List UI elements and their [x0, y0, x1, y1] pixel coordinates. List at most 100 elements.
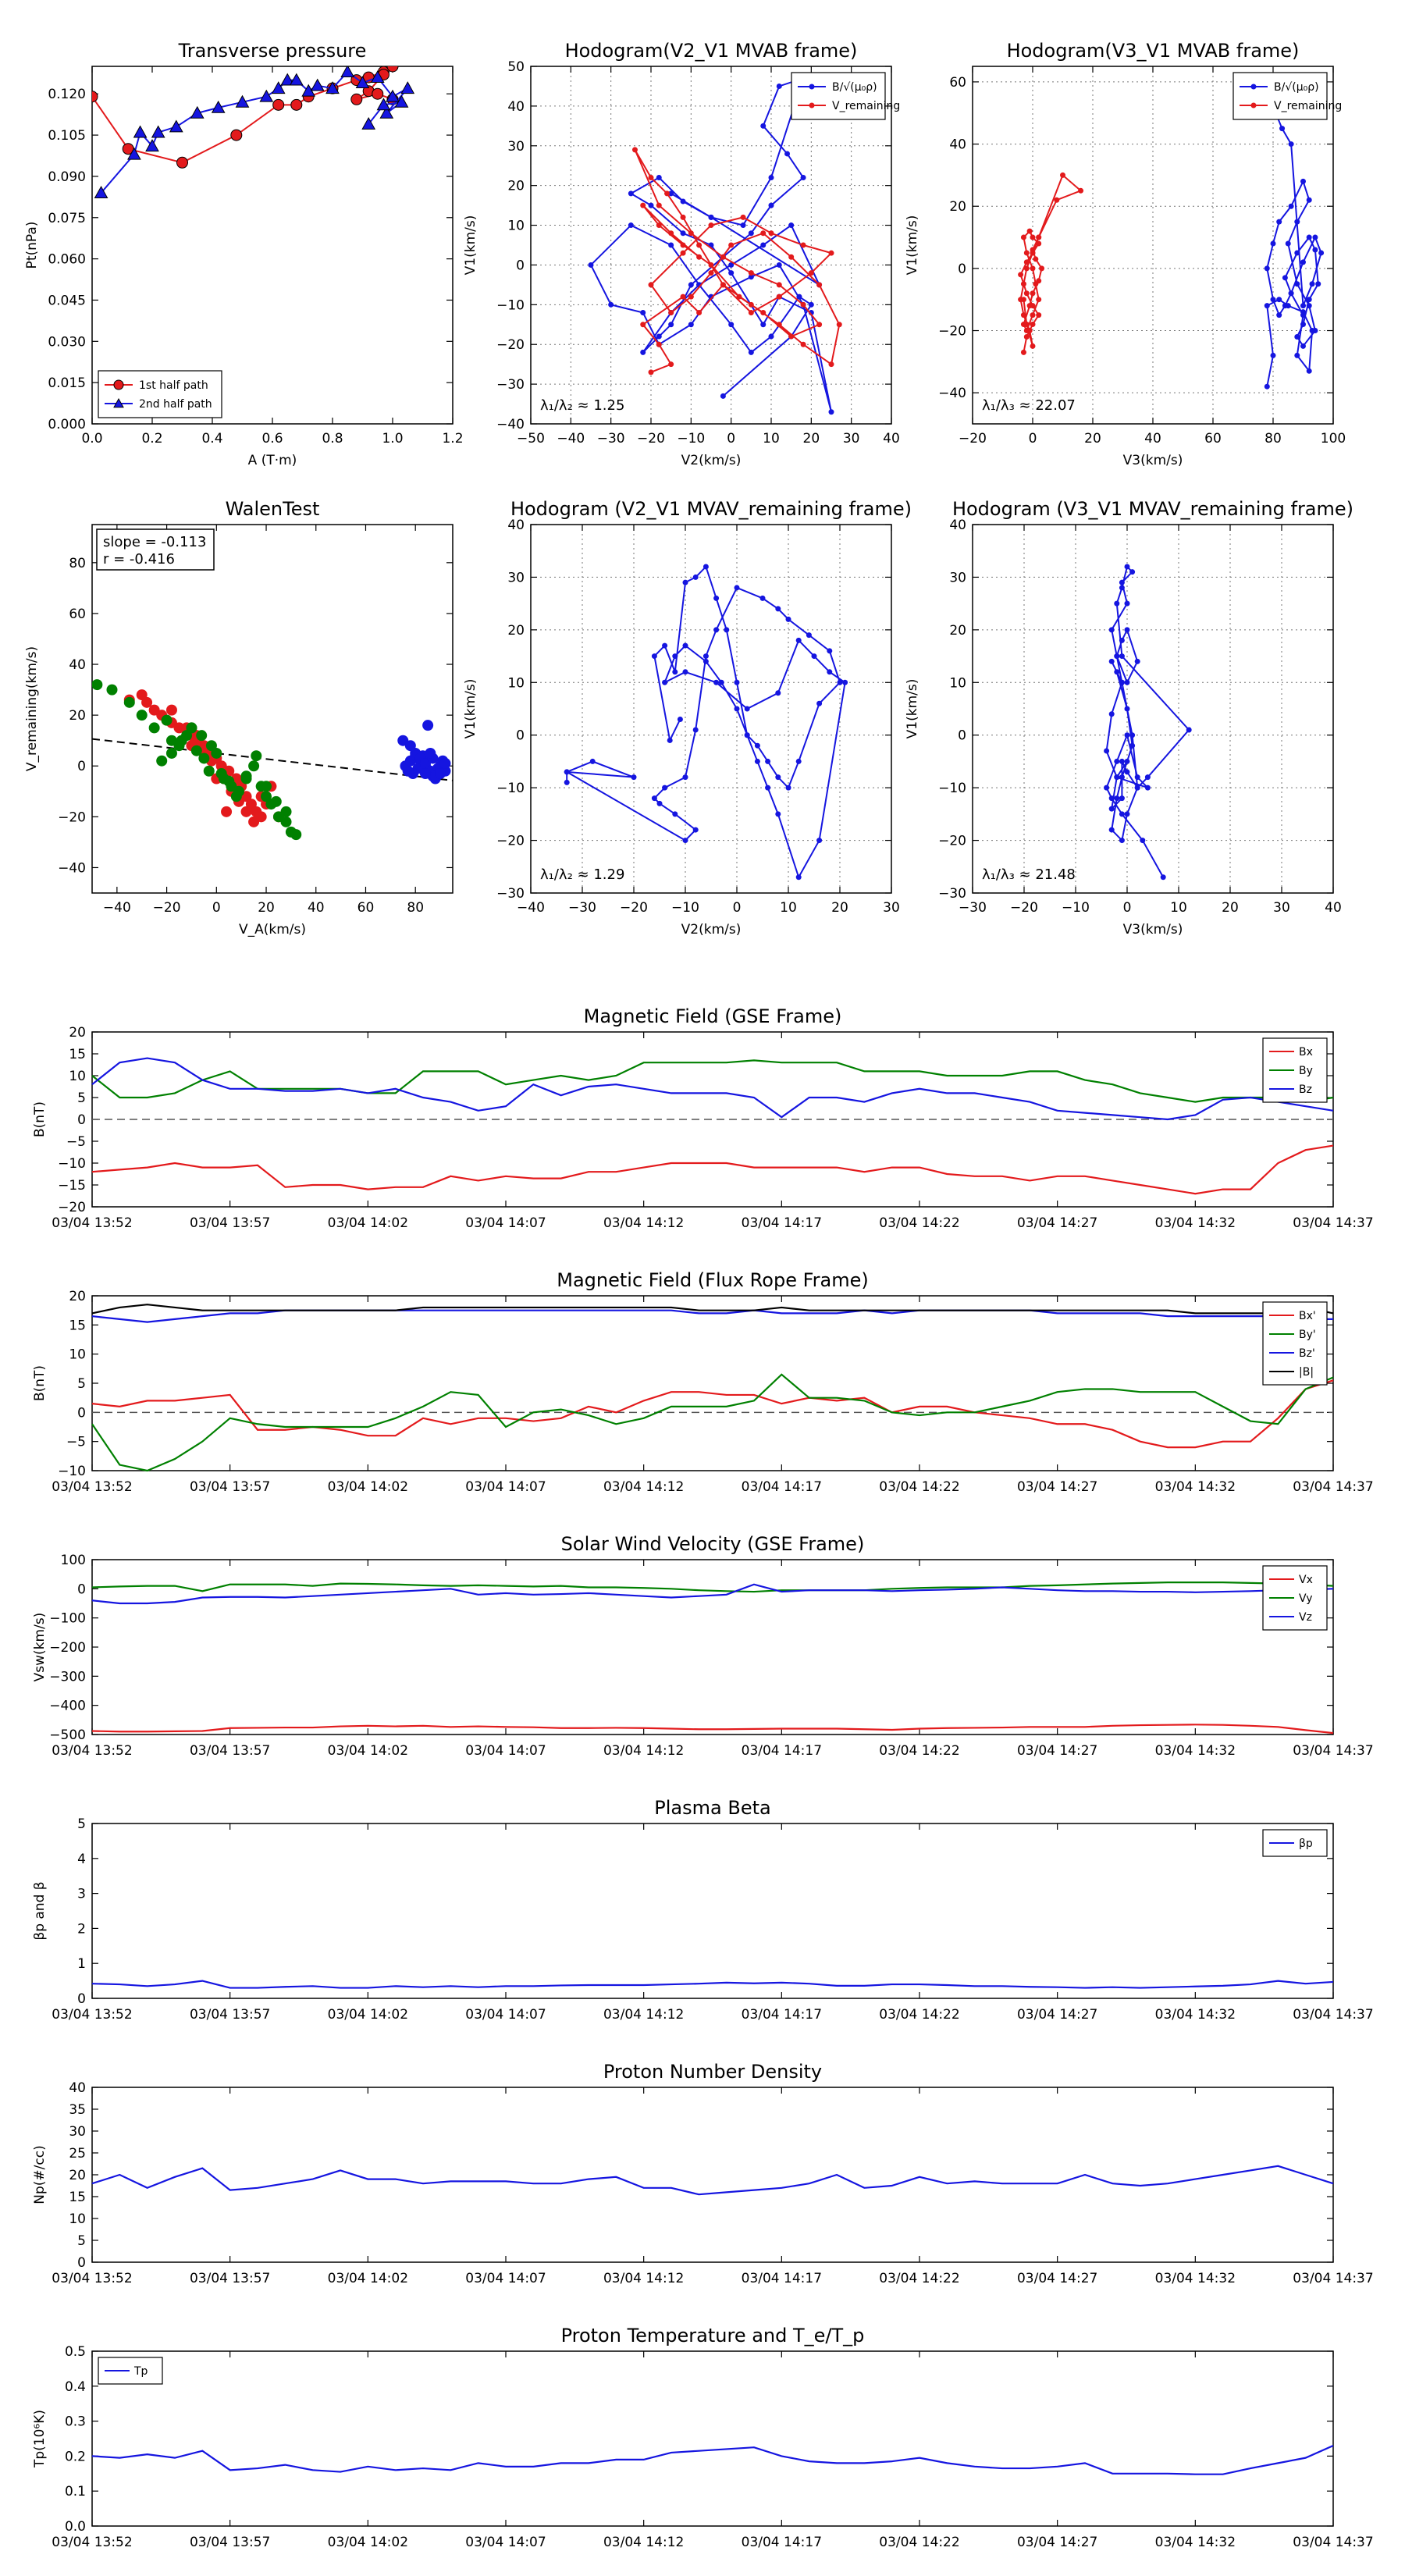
data-point — [788, 222, 795, 229]
data-point — [156, 755, 168, 767]
axes-frame — [530, 66, 892, 425]
legend-box — [98, 370, 222, 418]
data-point — [240, 770, 252, 782]
y-tick-label: 2 — [77, 1921, 86, 1937]
data-point — [748, 301, 754, 308]
chart-title: WalenTest — [226, 498, 320, 520]
y-tick-label: 40 — [69, 657, 86, 673]
data-point — [1119, 774, 1125, 781]
y-tick-label: 10 — [69, 2211, 86, 2227]
chart-title: Hodogram (V3_V1 MVAV_remaining frame) — [952, 498, 1353, 520]
data-point — [1282, 275, 1288, 281]
data-point — [692, 574, 699, 580]
x-tick-label: 03/04 14:17 — [742, 2535, 822, 2550]
x-tick-label: 03/04 14:12 — [603, 1215, 684, 1231]
data-point — [702, 658, 709, 664]
y-tick-label: 20 — [507, 623, 525, 639]
data-point — [165, 704, 177, 716]
data-point — [1060, 172, 1065, 178]
data-point — [754, 742, 760, 749]
annotation-text: λ₁/λ₃ ≈ 22.07 — [982, 397, 1076, 414]
y-tick-label: 0 — [77, 1405, 86, 1421]
y-tick-label: −10 — [496, 781, 525, 796]
data-point — [1250, 84, 1257, 90]
data-point — [795, 758, 802, 764]
data-point — [1124, 811, 1130, 817]
data-point — [1108, 827, 1115, 833]
data-point — [1114, 653, 1120, 660]
x-tick-label: 03/04 14:27 — [1017, 2535, 1097, 2550]
chart-title: Plasma Beta — [654, 1797, 770, 1819]
data-point — [235, 94, 250, 108]
data-point — [760, 123, 767, 129]
x-tick-label: 03/04 14:12 — [603, 1479, 684, 1495]
x-tick-label: 0.0 — [81, 431, 102, 447]
y-tick-label: 15 — [69, 1047, 86, 1062]
data-point — [419, 768, 431, 780]
data-point — [720, 282, 726, 288]
data-point — [1018, 272, 1024, 278]
data-point — [680, 242, 686, 248]
data-point — [775, 606, 781, 612]
series-line — [91, 1057, 1334, 1121]
chart-title: Transverse pressure — [178, 40, 367, 62]
x-tick-label: 03/04 14:27 — [1017, 1479, 1097, 1495]
y-tick-label: −300 — [49, 1669, 86, 1685]
data-point — [310, 78, 325, 91]
data-point — [768, 174, 774, 180]
x-tick-label: 20 — [803, 431, 820, 447]
x-tick-label: 03/04 14:07 — [465, 1215, 546, 1231]
data-point — [1294, 352, 1300, 358]
data-point — [696, 310, 702, 316]
x-tick-label: 40 — [1144, 431, 1161, 447]
data-point — [1124, 706, 1130, 712]
data-point — [648, 174, 654, 180]
x-tick-label: 03/04 14:32 — [1155, 2007, 1236, 2023]
y-tick-label: 0 — [77, 1112, 86, 1128]
annotation-text: slope = -0.113 — [103, 534, 206, 550]
data-point — [425, 747, 436, 759]
axes-frame — [91, 524, 454, 894]
data-point — [734, 585, 740, 591]
data-point — [1030, 312, 1036, 318]
data-point — [754, 758, 760, 764]
data-point — [1054, 197, 1060, 203]
data-point — [713, 627, 720, 633]
axes-frame — [91, 66, 454, 425]
data-point — [628, 222, 634, 229]
y-tick-label: −20 — [938, 324, 966, 340]
data-point — [1124, 769, 1130, 775]
data-point — [713, 679, 720, 685]
data-point — [811, 653, 817, 660]
y-tick-label: 60 — [949, 75, 966, 91]
data-point — [589, 758, 596, 764]
x-tick-label: 03/04 14:17 — [742, 1479, 822, 1495]
data-point — [1108, 711, 1115, 717]
data-point — [1282, 303, 1288, 309]
data-point — [1020, 281, 1026, 287]
data-point — [1108, 627, 1115, 633]
x-tick-label: 20 — [1084, 431, 1101, 447]
x-tick-label: 03/04 14:17 — [742, 2007, 822, 2023]
data-point — [376, 98, 391, 111]
y-tick-label: −200 — [49, 1640, 86, 1656]
x-tick-label: 0.8 — [322, 431, 343, 447]
y-tick-label: 0 — [77, 1582, 86, 1597]
data-point — [651, 795, 657, 802]
data-point — [795, 874, 802, 881]
chart-hodo_v2_mvav: −40 −30 −20 −10 0 10 20 30−30−20−10010203040Hod… — [463, 498, 912, 938]
y-tick-label: 3 — [77, 1887, 86, 1902]
data-point — [680, 250, 686, 256]
data-point — [800, 174, 806, 180]
x-tick-label: 03/04 14:27 — [1017, 1215, 1097, 1231]
data-point — [648, 369, 654, 375]
data-point — [656, 202, 662, 208]
data-point — [169, 119, 183, 133]
series-line — [564, 565, 846, 880]
y-tick-label: 40 — [69, 2080, 86, 2096]
data-point — [340, 66, 355, 77]
data-point — [1114, 774, 1120, 781]
data-point — [272, 98, 285, 111]
data-point — [127, 147, 141, 160]
data-point — [350, 93, 363, 105]
